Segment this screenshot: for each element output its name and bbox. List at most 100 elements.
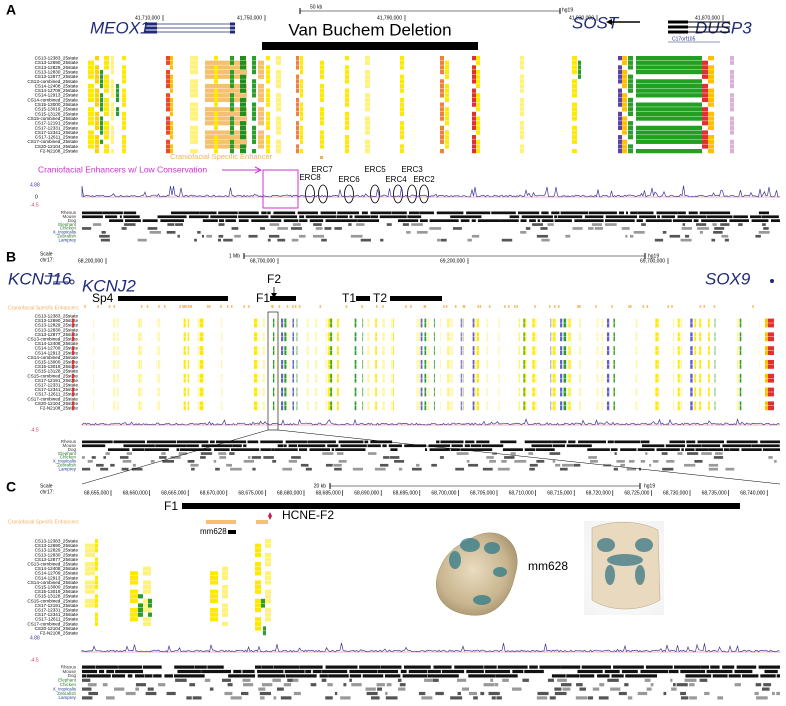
track-label: CS13-combined_25state [27, 562, 78, 567]
state-cell [672, 332, 675, 337]
conservation-block [230, 448, 260, 451]
conservation-block [361, 211, 368, 215]
zoom-line [277, 429, 781, 485]
state-cell [93, 392, 95, 397]
state-cell [170, 111, 173, 117]
conservation-block [701, 444, 721, 448]
state-cell [143, 589, 151, 594]
conservation-block [96, 463, 104, 467]
state-cell [272, 392, 275, 397]
state-cell [143, 608, 151, 613]
state-cell [255, 406, 258, 411]
state-cell [265, 575, 271, 580]
conservation-block [407, 215, 422, 219]
state-cell [375, 373, 377, 378]
state-cell [563, 346, 567, 351]
state-cell [448, 337, 451, 342]
conservation-block [377, 669, 399, 674]
state-cell [117, 346, 119, 351]
state-cell [210, 589, 218, 594]
conservation-block [232, 444, 242, 448]
state-cell [768, 392, 774, 397]
state-cell [140, 337, 143, 342]
track-label: CS17-12191_25state [35, 603, 79, 608]
state-cell [262, 401, 265, 406]
state-cell [563, 401, 567, 406]
coordinate: 68,655,000 [84, 490, 109, 496]
state-cell [100, 93, 103, 98]
state-cell [337, 406, 339, 411]
state-cell [768, 323, 774, 328]
state-cell [113, 360, 116, 365]
state-cell [699, 360, 702, 365]
panel-label: A [6, 2, 16, 18]
state-cell [276, 332, 279, 337]
state-cell [563, 373, 567, 378]
state-cell [702, 139, 708, 144]
state-cell [765, 332, 768, 337]
conservation-block [109, 219, 124, 222]
state-cell [306, 332, 309, 337]
state-cell [461, 387, 463, 392]
conservation-block [599, 683, 605, 687]
state-cell [252, 83, 256, 89]
state-cell [276, 74, 281, 79]
conservation-block [484, 665, 497, 669]
state-cell [281, 387, 284, 392]
state-cell [117, 323, 119, 328]
state-cell [276, 392, 279, 397]
conservation-block [699, 211, 731, 215]
state-cell [596, 373, 599, 378]
state-cell [523, 364, 525, 369]
lacz-stain [597, 538, 615, 552]
conservation-block [525, 227, 531, 230]
state-cell [518, 346, 520, 351]
state-cell [72, 401, 74, 406]
state-cell [345, 79, 349, 84]
state-cell [104, 56, 109, 61]
state-cell [190, 56, 198, 61]
state-cell [148, 612, 152, 617]
conservation-block [257, 674, 286, 678]
state-cell [382, 318, 385, 323]
state-cell [677, 332, 680, 337]
conservation-block [568, 440, 576, 444]
state-cell [158, 332, 161, 337]
state-cell [183, 346, 186, 351]
state-cell [635, 350, 638, 355]
conservation-block [283, 219, 299, 222]
exon [230, 30, 235, 34]
enhancer-label: Craniofacial Specific Enhancers [8, 519, 79, 525]
state-cell [272, 360, 275, 365]
conservation-block [285, 674, 317, 678]
state-cell [130, 580, 138, 585]
conservation-block [260, 227, 265, 230]
state-cell [518, 318, 520, 323]
state-cell [736, 401, 740, 406]
conservation-block [419, 211, 434, 215]
enhancer-mark [445, 305, 448, 308]
state-cell [166, 74, 170, 79]
conservation-block [520, 231, 527, 234]
state-cell [447, 401, 449, 406]
state-cell [292, 318, 294, 323]
state-cell [552, 387, 555, 392]
state-cell [427, 364, 430, 369]
conservation-block [592, 687, 600, 691]
state-cell [765, 337, 768, 342]
state-cell [532, 373, 535, 378]
conservation-block [637, 691, 648, 696]
conservation-block [486, 456, 494, 459]
exon [668, 25, 688, 29]
conservation-block [554, 691, 567, 696]
state-cell [622, 74, 627, 79]
state-cell [618, 69, 622, 75]
track-label: CS13-12383_25state [35, 56, 79, 61]
state-cell [520, 83, 524, 89]
state-cell [190, 116, 198, 121]
state-cell [272, 406, 275, 411]
conservation-block [520, 219, 527, 222]
state-cell [354, 350, 357, 355]
state-cell [156, 364, 158, 369]
state-cell [345, 149, 349, 154]
